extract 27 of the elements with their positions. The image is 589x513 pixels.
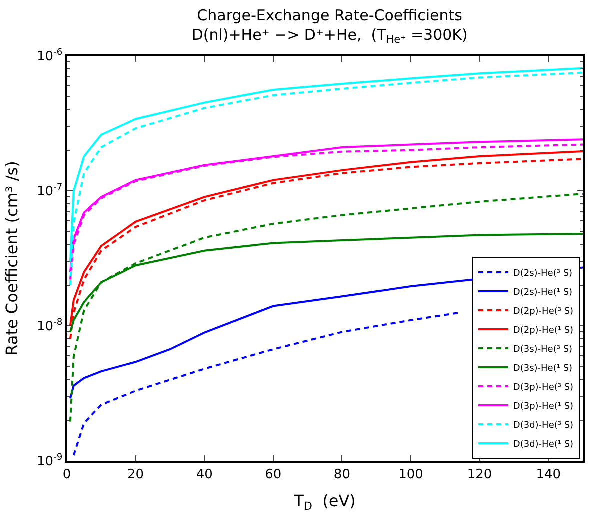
line-series — [69, 193, 583, 423]
x-tick-label: 80 — [334, 467, 350, 482]
x-tick-label: 120 — [467, 467, 492, 482]
chart-title: Charge-Exchange Rate-Coefficients D(nl)+He⁺ −> D⁺+He, (T$_{He⁺}$ =300K) — [192, 6, 468, 46]
y-axis-title: Rate Coefficient (cm³ /s) — [2, 161, 22, 356]
legend-label: D(3d)-He(³ S) — [513, 420, 574, 431]
legend-label: D(2s)-He(³ S) — [513, 268, 573, 279]
x-tick-label: 140 — [536, 467, 562, 482]
legend-label: D(3s)-He(¹ S) — [513, 364, 573, 374]
legend-label: D(3p)-He(³ S) — [513, 382, 574, 393]
x-tick-label: 60 — [265, 467, 282, 482]
legend-label: D(3p)-He(¹ S) — [513, 402, 574, 412]
y-tick-label: 10$^{-6}$ — [37, 48, 63, 65]
y-tick-label: 10$^{-7}$ — [37, 183, 63, 200]
legend-label: D(3s)-He(³ S) — [513, 344, 573, 355]
legend-label: D(3d)-He(¹ S) — [513, 440, 574, 450]
legend-label: D(2p)-He(³ S) — [513, 306, 574, 317]
x-axis-title: T$_{D}$ (eV) — [293, 492, 356, 513]
x-tick-label: 40 — [196, 467, 213, 482]
x-tick-label: 0 — [62, 467, 72, 482]
y-tick-label: 10$^{-9}$ — [37, 453, 63, 470]
legend-label: D(2s)-He(¹ S) — [513, 288, 573, 298]
legend-label: D(2p)-He(¹ S) — [513, 326, 574, 336]
x-tick-label: 100 — [398, 467, 424, 482]
y-tick-label: 10$^{-8}$ — [37, 318, 63, 335]
x-tick-label: 20 — [128, 467, 144, 482]
line-series — [72, 312, 460, 456]
